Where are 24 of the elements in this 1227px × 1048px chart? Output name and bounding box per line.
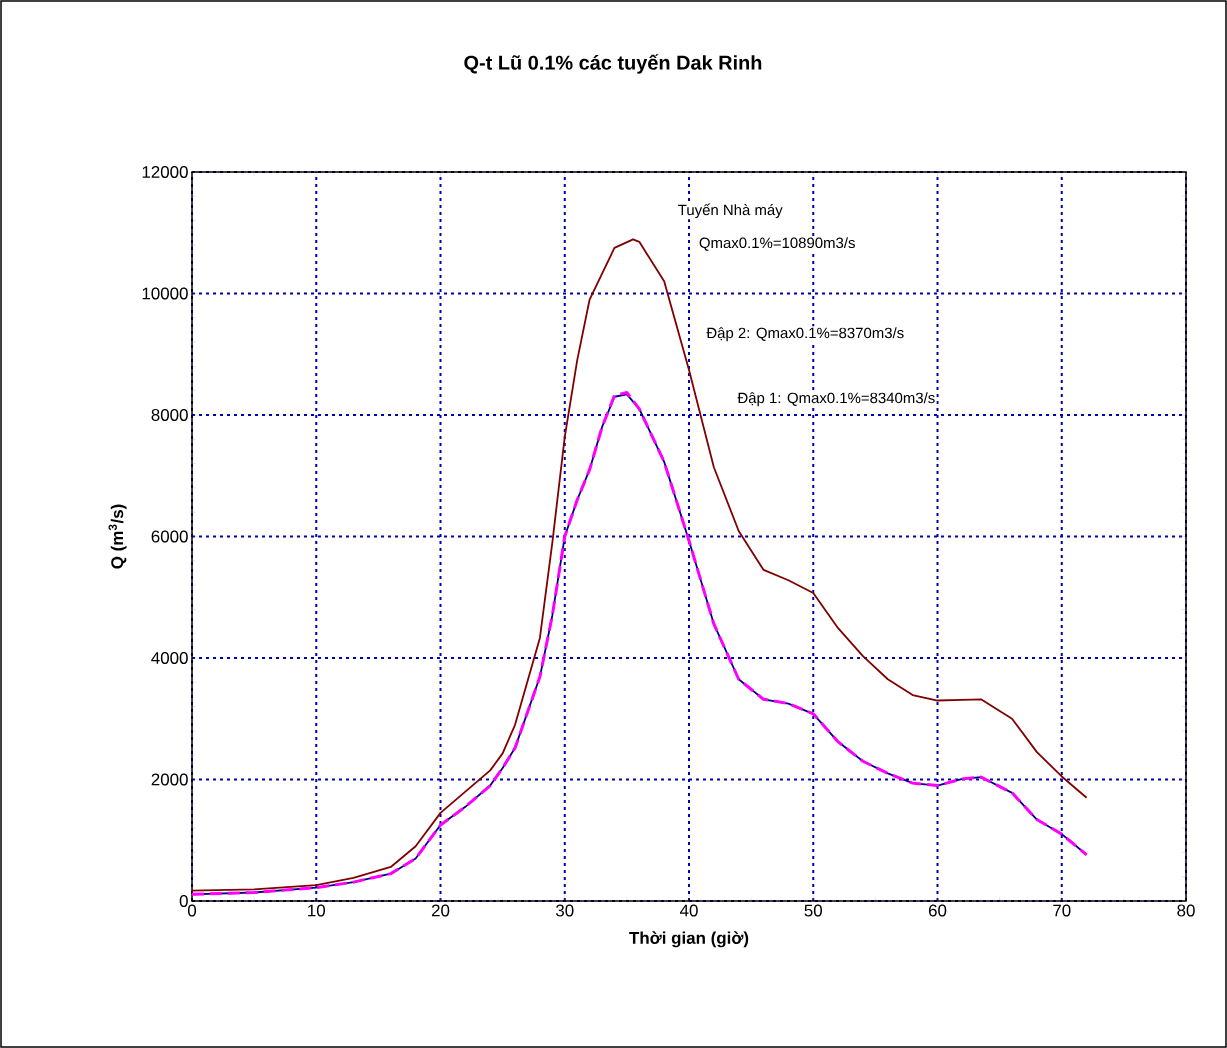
annotation: Tuyến Nhà máy xyxy=(678,203,783,219)
annotation: Đập 1: Qmax0.1%=8340m3/s xyxy=(737,392,935,407)
annotation: Đập 2: Qmax0.1%=8370m3/s xyxy=(706,327,904,342)
x-tick-label: 80 xyxy=(1177,904,1195,917)
x-tick-label: 70 xyxy=(1053,904,1071,917)
y-tick-label: 12000 xyxy=(142,165,188,178)
chart-title: Q-t Lũ 0.1% các tuyến Dak Rinh xyxy=(464,54,762,74)
x-tick-label: 30 xyxy=(555,904,574,917)
y-tick-label: 4000 xyxy=(151,651,188,664)
x-tick-label: 40 xyxy=(679,904,698,917)
y-tick-label: 8000 xyxy=(151,408,188,421)
annotation: Qmax0.1%=10890m3/s xyxy=(699,237,855,251)
y-tick-label: 10000 xyxy=(142,287,188,300)
x-tick-label: 10 xyxy=(308,904,326,917)
line-series xyxy=(191,238,1088,892)
x-tick-label: 50 xyxy=(804,904,823,917)
x-tick-label: 60 xyxy=(928,904,947,917)
y-tick-label: 6000 xyxy=(151,530,188,543)
y-tick-label: 2000 xyxy=(151,773,188,786)
x-axis-title: Thời gian (giờ) xyxy=(629,931,749,948)
text: Q (m$^{3}$/s) xyxy=(108,504,127,569)
x-tick-label: 20 xyxy=(431,904,450,917)
x-tick-label: 0 xyxy=(187,904,197,917)
y-tick-label: 0 xyxy=(179,894,188,907)
